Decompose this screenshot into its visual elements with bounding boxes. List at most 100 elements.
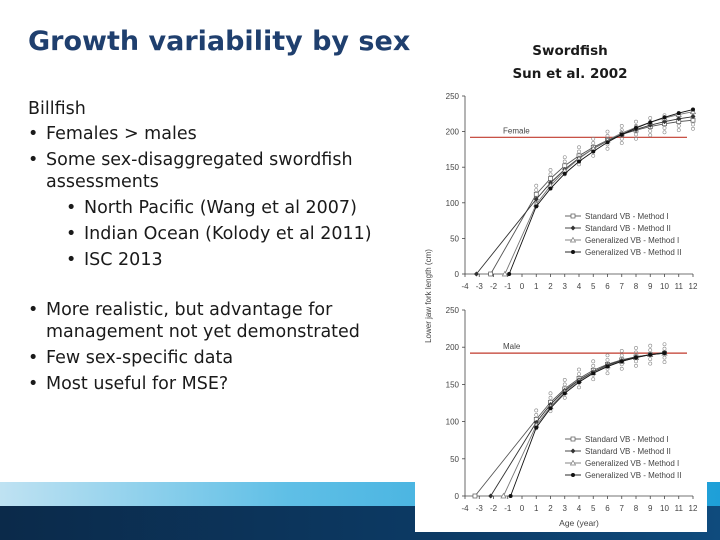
observation-point (591, 136, 596, 141)
series-marker (634, 126, 638, 131)
x-tick-label: 7 (620, 282, 625, 291)
sub-bullet-item: ISC 2013 (66, 249, 418, 271)
figure-caption: Swordfish Sun et al. 2002 (480, 40, 660, 86)
y-tick-label: 50 (450, 234, 459, 243)
observation-point (562, 155, 567, 160)
legend-marker (570, 225, 576, 231)
observation-point (648, 128, 653, 133)
chart-figure: 0 50 100 150 200 250 -4 -3 -2 -1 0 1 2 3 4 5 6 7 8 9 10 11 12 F… (415, 84, 707, 532)
x-tick-label: 1 (534, 282, 539, 291)
observation-point (562, 382, 567, 387)
legend-label: Generalized VB - Method I (585, 236, 679, 245)
observation-point (619, 349, 624, 353)
bullet-item: Most useful for MSE? (28, 373, 418, 395)
x-tick-label: -2 (490, 282, 498, 291)
observation-point (662, 346, 667, 351)
observation-point (577, 367, 581, 372)
y-tick-label: 50 (450, 455, 459, 464)
series-marker (591, 371, 596, 376)
legend-marker (570, 213, 576, 219)
legend-label: Generalized VB - Method I (585, 459, 679, 468)
x-tick-label: 11 (675, 504, 684, 513)
series-marker (472, 493, 478, 499)
legend-label: Generalized VB - Method II (585, 471, 682, 480)
x-tick-label: 3 (563, 504, 568, 513)
observation-point (605, 353, 610, 358)
observation-point (676, 128, 681, 133)
observation-point (577, 372, 581, 376)
observation-point (634, 136, 638, 141)
series-marker (605, 364, 610, 369)
observation-point (634, 350, 638, 355)
panel-label: Male (503, 342, 521, 351)
observation-point (634, 346, 638, 350)
x-tick-label: 2 (548, 282, 553, 291)
x-axis-label: Age (year) (559, 518, 599, 528)
series-marker (577, 380, 581, 385)
spacer (28, 275, 418, 299)
legend-marker (569, 459, 577, 466)
x-tick-label: 1 (534, 504, 539, 513)
legend-label: Generalized VB - Method II (585, 248, 682, 257)
series-marker (690, 114, 696, 120)
series-marker (648, 352, 653, 357)
x-tick-label: 0 (520, 282, 525, 291)
legend-marker (569, 236, 577, 243)
legend-label: Standard VB - Method II (585, 447, 671, 456)
series-marker (534, 425, 539, 430)
y-tick-label: 100 (446, 418, 460, 427)
observation-point (577, 145, 581, 150)
bullet-item: Few sex-specific data (28, 347, 418, 369)
observation-point (662, 360, 667, 364)
x-tick-label: -3 (476, 504, 484, 513)
observation-point (648, 348, 653, 353)
y-tick-label: 0 (455, 492, 460, 501)
observation-point (648, 361, 653, 366)
observation-point (605, 371, 610, 376)
observation-point (605, 146, 610, 151)
observation-point (619, 141, 624, 145)
observation-point (591, 377, 596, 382)
y-tick-label: 200 (446, 343, 460, 352)
series-marker (548, 406, 553, 411)
series-marker (507, 272, 512, 276)
observation-point (648, 343, 653, 348)
legend-marker (571, 473, 575, 477)
figure-caption-source: Sun et al. 2002 (512, 66, 628, 82)
y-tick-label: 150 (446, 163, 460, 172)
section-heading: Billfish (28, 99, 86, 119)
sub-bullet-item: North Pacific (Wang et al 2007) (66, 197, 418, 219)
observation-point (562, 378, 567, 382)
observation-point (691, 126, 695, 131)
observation-point (634, 119, 638, 124)
legend-label: Standard VB - Method I (585, 435, 669, 444)
legend-label: Standard VB - Method II (585, 224, 671, 233)
x-tick-label: 8 (634, 504, 639, 513)
x-tick-label: -2 (490, 504, 498, 513)
y-tick-label: 150 (446, 380, 460, 389)
observation-point (634, 359, 638, 364)
series-marker (533, 196, 539, 202)
y-axis-label: Lower jaw fork length (cm) (424, 249, 433, 343)
bullet-item: Some sex-disaggregated swordfish assessm… (28, 149, 418, 193)
x-tick-label: 4 (577, 504, 582, 513)
series-marker (691, 107, 695, 112)
observation-point (562, 395, 567, 400)
legend-marker (570, 436, 576, 442)
series-marker (562, 171, 567, 176)
series-marker (488, 271, 494, 277)
y-tick-label: 0 (455, 270, 460, 279)
bullet-item: Females > males (28, 123, 418, 145)
series-marker (676, 111, 681, 116)
observation-point (619, 136, 624, 141)
observation-point (619, 366, 624, 371)
observation-point (619, 124, 624, 128)
figure-caption-species: Swordfish (532, 43, 608, 59)
x-tick-label: 5 (591, 282, 596, 291)
y-tick-label: 100 (446, 199, 460, 208)
series-marker (619, 359, 624, 364)
x-tick-label: -4 (461, 504, 469, 513)
series-marker (605, 140, 610, 145)
observation-point (534, 183, 539, 188)
x-tick-label: 6 (605, 282, 610, 291)
